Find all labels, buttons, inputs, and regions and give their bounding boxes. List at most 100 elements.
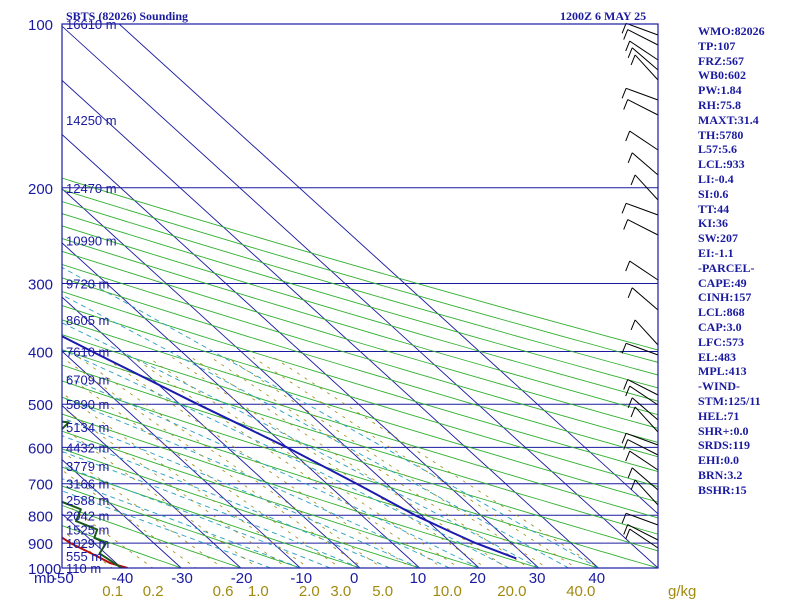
temperature-tick-label: 0	[350, 570, 358, 587]
wind-barb	[625, 22, 659, 36]
height-label: 9720 m	[66, 277, 109, 292]
mixing-ratio-line	[104, 357, 412, 568]
mixing-ratio-line	[147, 357, 460, 568]
height-label: 1029 m	[66, 536, 109, 551]
temperature-tick-label: -20	[231, 570, 253, 587]
dry-adiabat-line	[62, 225, 658, 402]
isotherm-line	[62, 350, 301, 568]
index-item: TP:107	[698, 38, 736, 53]
wind-barb	[629, 130, 659, 151]
mixing-ratio-label: 2.0	[299, 583, 320, 600]
isotherm-line	[62, 79, 599, 568]
pressure-tick-label: 700	[28, 477, 53, 494]
dewpoint-line	[62, 420, 123, 568]
height-label: 555 m	[66, 549, 102, 564]
index-item: SHR+:0.0	[698, 423, 749, 438]
dry-adiabat-line	[62, 525, 183, 568]
plot-frame	[61, 23, 659, 569]
index-item: KI:36	[698, 216, 728, 231]
mixing-ratio-line	[62, 450, 224, 568]
height-label: 3166 m	[66, 477, 109, 492]
index-item: WMO:82026	[698, 24, 765, 38]
mixing-ratio-line	[62, 469, 197, 568]
dry-adiabat-line	[62, 250, 658, 429]
mixing-ratio-label: 3.0	[330, 583, 351, 600]
temperature-tick-label: -30	[171, 570, 193, 587]
dry-adiabat-line	[62, 334, 658, 519]
isotherm-line	[62, 25, 658, 568]
mixing-ratio-line	[252, 357, 577, 568]
temperature-tick-label: 40	[588, 570, 605, 587]
height-label: 12470 m	[66, 181, 117, 196]
wind-barb-flag	[621, 203, 627, 214]
index-item: SI:0.6	[698, 186, 729, 201]
wind-barb-flag	[623, 29, 629, 40]
index-item: RH:75.8	[698, 97, 741, 112]
wind-barb-flag	[621, 513, 627, 524]
wind-barb-flag	[630, 54, 636, 66]
moist-adiabat-line	[62, 465, 331, 568]
index-item: EHI:0.0	[698, 453, 740, 468]
mixing-ratio-label: 0.2	[143, 583, 164, 600]
mixing-ratio-label: 5.0	[372, 583, 393, 600]
wind-barb-flag	[621, 23, 627, 34]
mixing-ratio-label: 1.0	[248, 583, 269, 600]
mixing-ratio-line	[172, 357, 487, 568]
index-item: LFC:573	[698, 334, 744, 349]
index-item: HEL:71	[698, 408, 740, 423]
height-label: 6709 m	[66, 372, 109, 387]
dry-adiabat-line	[62, 413, 541, 568]
wind-barb	[627, 219, 659, 236]
wind-barb	[634, 54, 659, 81]
index-item: LCL:868	[698, 305, 745, 320]
chart-time: 1200Z 6 MAY 25	[560, 9, 646, 23]
index-item: PW:1.84	[698, 83, 742, 98]
wind-barb	[634, 479, 659, 506]
height-label: 2588 m	[66, 493, 109, 508]
wind-barb-flag	[623, 524, 629, 535]
height-label: 110 m	[66, 561, 101, 576]
height-label: 16610 m	[66, 17, 117, 32]
index-item: STM:125/11	[698, 393, 761, 408]
dry-adiabat-line	[62, 319, 658, 503]
wind-barb	[625, 202, 659, 216]
index-item: MPL:413	[698, 364, 747, 379]
wind-barb	[629, 385, 659, 406]
isotherm-line	[62, 242, 420, 568]
temperature-tick-label: -10	[290, 570, 312, 587]
mixing-ratio-line	[273, 357, 600, 568]
wind-barb-flag	[627, 397, 633, 408]
mixing-ratio-label: 40.0	[566, 583, 595, 600]
temperature-tick-label: 10	[410, 570, 427, 587]
stability-indices: WMO:82026 TP:107 FRZ:567 WB0:602 PW:1.84 RH:7…	[698, 24, 798, 498]
parcel-line	[62, 335, 517, 560]
dry-adiabat-line	[62, 291, 658, 473]
wind-barb	[631, 397, 659, 421]
wind-barb	[631, 152, 659, 176]
index-item: FRZ:567	[698, 53, 744, 68]
pressure-tick-label: 900	[28, 536, 53, 553]
index-item: CAPE:49	[698, 275, 747, 290]
wind-barb-flag	[627, 152, 633, 163]
wind-barb-flag	[621, 343, 627, 354]
index-item: LCL:933	[698, 157, 745, 172]
dry-adiabat-line	[62, 263, 658, 443]
temperature-line	[62, 536, 128, 568]
mixing-ratio-label: 0.6	[213, 583, 234, 600]
height-label: 5890 m	[66, 397, 109, 412]
wind-barb-flag	[625, 385, 631, 397]
wind-barb-flag	[623, 439, 629, 450]
wind-barb	[625, 512, 659, 526]
index-item: CAP:3.0	[698, 319, 742, 334]
dry-adiabat-line	[62, 396, 600, 568]
height-label: 8605 m	[66, 313, 109, 328]
dry-adiabat-line	[62, 213, 658, 389]
wind-barb-flag	[627, 47, 633, 58]
index-item: TT:44	[698, 201, 730, 216]
wind-barb	[627, 29, 659, 46]
wind-barb	[631, 47, 659, 71]
index-item: MAXT:31.4	[698, 112, 759, 127]
dry-adiabat-line	[62, 177, 658, 351]
